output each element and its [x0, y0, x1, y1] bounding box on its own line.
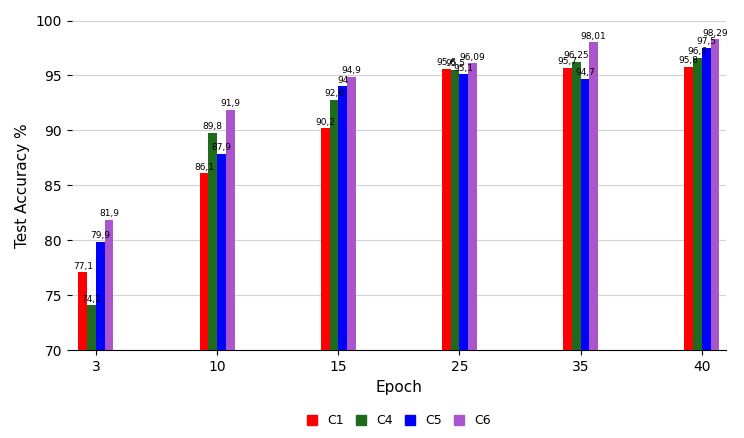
Text: 95,6: 95,6	[436, 58, 456, 67]
Text: 81,9: 81,9	[99, 209, 119, 218]
Text: 74,1: 74,1	[82, 295, 101, 304]
Bar	[563, 68, 572, 438]
Bar	[442, 69, 451, 438]
Bar	[217, 154, 225, 438]
Bar	[693, 58, 702, 438]
Bar	[451, 70, 460, 438]
Text: 98,01: 98,01	[581, 32, 606, 41]
Bar	[225, 110, 234, 438]
Text: 94,7: 94,7	[575, 68, 595, 77]
Text: 92,8: 92,8	[324, 89, 344, 98]
Text: 94: 94	[337, 76, 348, 85]
Bar	[321, 128, 330, 438]
Bar	[87, 305, 96, 438]
Text: 77,1: 77,1	[73, 261, 93, 271]
Text: 96,09: 96,09	[460, 53, 485, 62]
Text: 90,2: 90,2	[315, 118, 335, 127]
Bar	[105, 219, 113, 438]
Bar	[78, 272, 87, 438]
Bar	[711, 39, 719, 438]
Bar	[684, 67, 693, 438]
Bar	[468, 64, 477, 438]
Text: 86,1: 86,1	[194, 162, 214, 172]
Bar	[199, 173, 208, 438]
Legend: C1, C4, C5, C6: C1, C4, C5, C6	[302, 410, 496, 432]
X-axis label: Epoch: Epoch	[376, 380, 423, 395]
Bar	[580, 79, 589, 438]
Bar	[702, 48, 711, 438]
Bar	[96, 241, 105, 438]
Text: 91,9: 91,9	[220, 99, 240, 108]
Text: 79,9: 79,9	[90, 231, 110, 240]
Bar	[460, 74, 468, 438]
Text: 95,5: 95,5	[445, 59, 465, 68]
Text: 98,29: 98,29	[702, 28, 728, 38]
Text: 95,1: 95,1	[454, 64, 474, 73]
Bar	[330, 100, 339, 438]
Bar	[339, 86, 347, 438]
Text: 97,5: 97,5	[696, 37, 716, 46]
Text: 95,8: 95,8	[679, 56, 699, 65]
Text: 94,9: 94,9	[341, 66, 362, 75]
Text: 95,7: 95,7	[557, 57, 577, 66]
Bar	[347, 77, 356, 438]
Bar	[208, 133, 217, 438]
Bar	[589, 42, 598, 438]
Text: 96,6: 96,6	[687, 47, 708, 56]
Bar	[572, 62, 580, 438]
Text: 87,9: 87,9	[211, 143, 231, 152]
Text: 96,25: 96,25	[563, 51, 589, 60]
Y-axis label: Test Accuracy %: Test Accuracy %	[15, 123, 30, 248]
Text: 89,8: 89,8	[202, 122, 222, 131]
